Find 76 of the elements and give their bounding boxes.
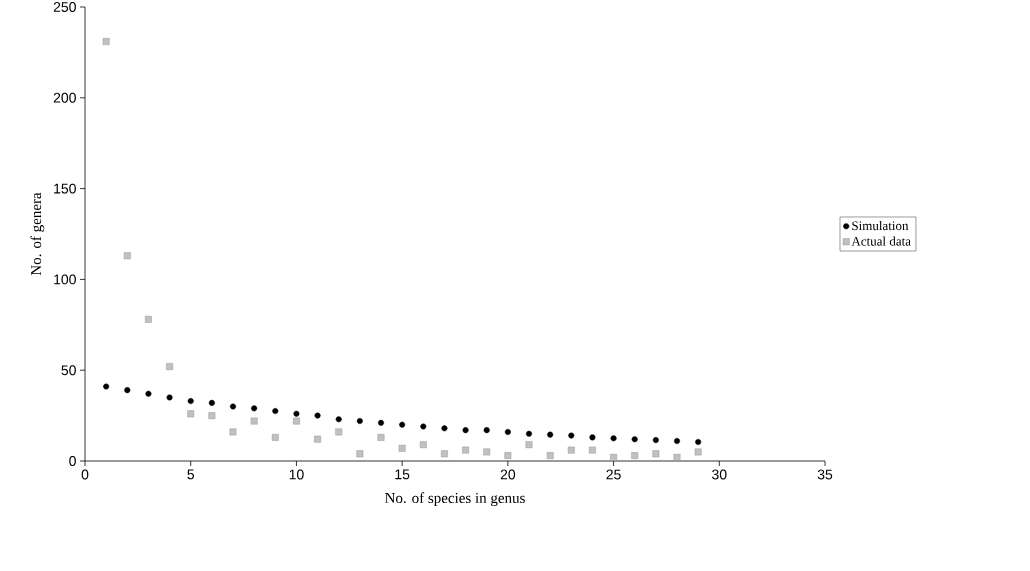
point <box>547 431 554 438</box>
point <box>272 408 279 415</box>
point <box>462 427 469 434</box>
point <box>123 252 131 260</box>
point <box>145 390 152 397</box>
point <box>208 399 215 406</box>
point <box>251 405 258 412</box>
point <box>187 398 194 405</box>
y-tick-label: 100 <box>54 274 76 285</box>
point <box>631 452 639 459</box>
y-tick-label: 250 <box>53 2 76 12</box>
point <box>124 387 131 394</box>
y-tick-label: 50 <box>61 365 76 376</box>
point <box>250 417 258 425</box>
x-tick-label: 5 <box>187 469 195 480</box>
point <box>208 412 216 419</box>
point <box>694 448 702 456</box>
point <box>398 444 406 452</box>
point <box>610 453 617 461</box>
point <box>695 438 702 445</box>
point <box>441 425 448 432</box>
point <box>674 438 680 445</box>
point <box>504 428 511 435</box>
point <box>610 435 617 442</box>
point <box>589 434 596 441</box>
point <box>229 428 237 436</box>
x-tick-label: 0 <box>81 469 89 480</box>
point <box>378 419 384 426</box>
point <box>335 428 343 436</box>
point <box>589 446 596 454</box>
point <box>271 433 279 441</box>
x-tick-label: 25 <box>606 469 621 480</box>
point <box>441 450 448 458</box>
legend-label: Actual data <box>851 236 911 246</box>
x-tick-label: 10 <box>289 469 304 480</box>
point <box>314 435 321 443</box>
point <box>377 433 385 441</box>
point <box>187 410 195 418</box>
point <box>166 394 173 401</box>
point <box>166 363 173 370</box>
x-tick-label: 15 <box>395 469 410 480</box>
point <box>335 416 342 423</box>
y-axis-title: No. of genera <box>30 192 45 276</box>
point <box>102 38 110 45</box>
point <box>504 452 512 459</box>
x-tick-label: 35 <box>817 469 833 480</box>
point <box>293 410 300 417</box>
point <box>145 315 152 323</box>
point <box>546 452 554 459</box>
point <box>525 441 533 449</box>
point <box>631 436 638 443</box>
y-tick-label: 0 <box>69 456 76 466</box>
point <box>103 383 110 390</box>
point <box>356 418 363 425</box>
point <box>356 450 364 458</box>
point <box>526 430 532 437</box>
x-axis-title: No. of species in genus <box>385 492 525 507</box>
point <box>567 446 575 454</box>
point <box>462 446 469 454</box>
y-tick-label: 200 <box>53 92 76 103</box>
point <box>419 441 427 449</box>
point <box>293 417 300 425</box>
point <box>483 427 490 434</box>
point <box>230 403 236 410</box>
x-tick-label: 20 <box>500 469 516 480</box>
x-tick-label: 30 <box>712 469 727 480</box>
point <box>673 453 681 461</box>
point <box>420 423 427 430</box>
point <box>652 450 660 458</box>
legend-label: Simulation <box>852 220 909 231</box>
point <box>399 421 406 428</box>
y-tick-label: 150 <box>54 183 76 194</box>
point <box>652 437 659 444</box>
point <box>483 448 491 456</box>
point <box>314 412 321 419</box>
point <box>568 432 575 439</box>
